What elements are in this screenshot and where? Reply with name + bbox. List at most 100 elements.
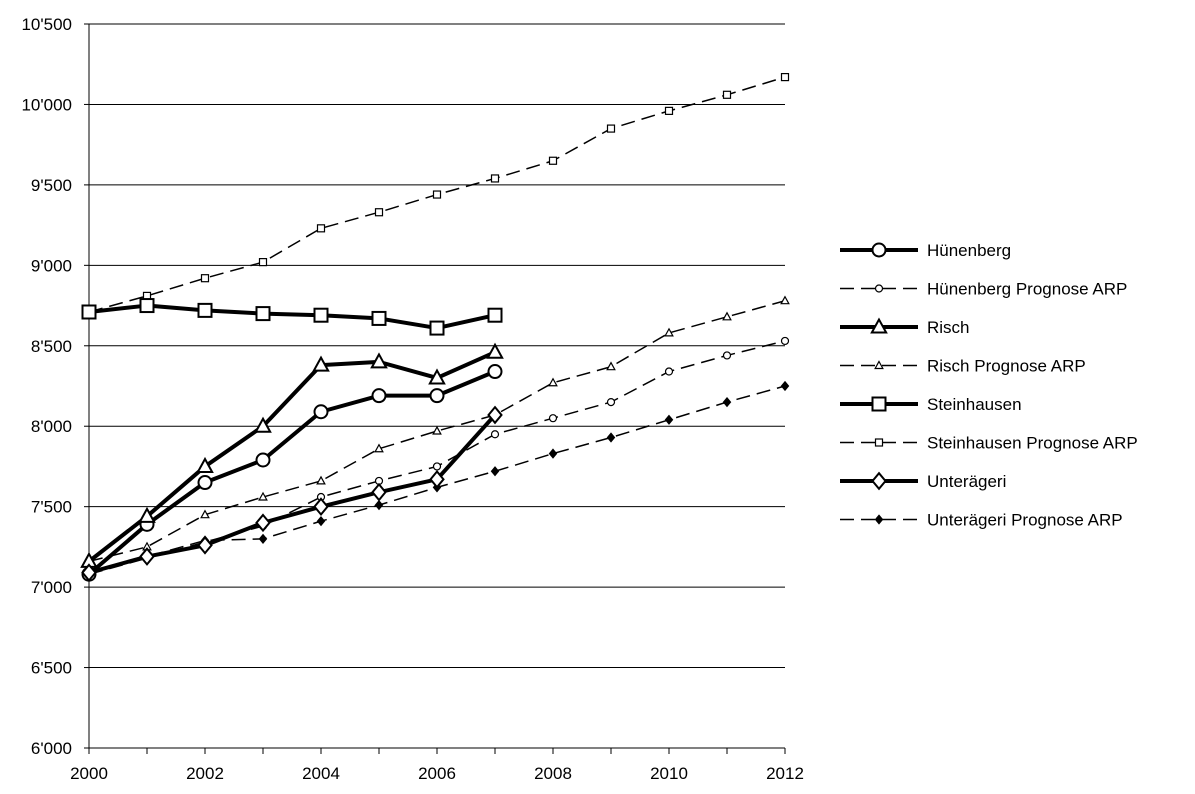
data-point — [197, 475, 213, 491]
y-tick-label: 9'000 — [31, 256, 72, 275]
axes — [84, 23, 786, 754]
y-tick-label: 6'500 — [31, 659, 72, 678]
data-point — [254, 416, 272, 433]
legend-label: Unterägeri — [927, 472, 1006, 491]
series-line — [88, 413, 497, 575]
legend-entry: Unterägeri — [840, 471, 1006, 491]
legend-entry: Steinhausen — [840, 395, 1022, 414]
data-point — [664, 327, 674, 337]
x-tick-label: 2010 — [650, 764, 688, 783]
series-4 — [84, 295, 790, 565]
data-point — [664, 414, 674, 425]
data-point — [490, 430, 500, 439]
data-point — [371, 388, 387, 404]
plot-area — [80, 72, 790, 582]
x-tick-label: 2008 — [534, 764, 572, 783]
data-point — [490, 466, 500, 477]
data-point — [780, 380, 790, 392]
data-point — [664, 367, 674, 376]
x-axis-tick-labels: 2000 2002 2004 2006 2008 2010 2012 — [70, 764, 804, 783]
data-point — [490, 174, 500, 183]
data-point — [313, 404, 329, 420]
data-point — [197, 302, 213, 318]
legend-entry: Hünenberg — [840, 241, 1011, 260]
data-point — [487, 307, 503, 323]
data-point — [81, 304, 97, 320]
data-point — [432, 190, 442, 199]
y-tick-label: 7'500 — [31, 498, 72, 517]
series-line — [88, 303, 496, 331]
legend: Hünenberg Hünenberg Prognose ARP Risch Risc… — [840, 241, 1138, 530]
data-point — [139, 547, 155, 566]
y-tick-label: 10'500 — [21, 15, 72, 34]
data-point — [258, 491, 268, 501]
data-point — [255, 306, 271, 322]
y-tick-label: 8'000 — [31, 417, 72, 436]
legend-entry: Hünenberg Prognose ARP — [840, 280, 1127, 299]
legend-marker — [874, 514, 884, 525]
data-point — [197, 535, 213, 555]
y-tick-label: 6'000 — [31, 739, 72, 758]
data-point — [200, 509, 210, 519]
data-point — [722, 351, 732, 360]
y-tick-label: 7'000 — [31, 578, 72, 597]
legend-entry: Risch — [840, 317, 970, 337]
legend-entry: Risch Prognose ARP — [840, 357, 1086, 376]
data-point — [432, 425, 442, 435]
legend-marker — [874, 284, 884, 293]
y-tick-label: 9'500 — [31, 176, 72, 195]
data-point — [258, 533, 268, 544]
data-point — [196, 456, 214, 473]
legend-marker — [870, 317, 888, 334]
legend-label: Risch Prognose ARP — [927, 357, 1086, 376]
legend-label: Risch — [927, 318, 970, 337]
data-point — [548, 448, 558, 459]
legend-marker — [874, 360, 884, 370]
series-5 — [81, 298, 503, 336]
data-point — [548, 156, 558, 165]
data-point — [429, 320, 445, 336]
data-point — [370, 352, 388, 369]
data-point — [429, 388, 445, 404]
series-line — [87, 350, 496, 563]
data-point — [139, 298, 155, 314]
y-tick-label: 8'500 — [31, 337, 72, 356]
x-tick-label: 2000 — [70, 764, 108, 783]
data-point — [780, 72, 790, 82]
y-tick-label: 10'000 — [21, 95, 72, 114]
data-point — [606, 432, 616, 443]
data-point — [374, 208, 384, 217]
y-axis-tick-labels: 6'000 6'500 7'000 7'500 8'000 8'500 9'000 9'500… — [21, 15, 72, 758]
data-point — [313, 497, 329, 517]
data-point — [138, 506, 156, 523]
gridlines — [89, 23, 785, 669]
data-point — [606, 124, 616, 133]
data-point — [316, 516, 326, 527]
data-point — [258, 258, 268, 267]
legend-marker — [871, 471, 887, 491]
data-point — [312, 355, 330, 372]
data-point — [548, 414, 558, 423]
legend-marker — [874, 438, 884, 447]
data-point — [255, 513, 271, 533]
data-point — [374, 499, 384, 511]
data-point — [487, 405, 503, 425]
data-point — [664, 106, 674, 115]
legend-entry: Steinhausen Prognose ARP — [840, 434, 1138, 453]
data-point — [722, 311, 732, 321]
legend-marker — [871, 396, 887, 412]
data-point — [429, 469, 445, 489]
data-point — [780, 336, 790, 346]
data-point — [255, 452, 271, 468]
x-tick-label: 2004 — [302, 764, 340, 783]
data-point — [316, 224, 326, 233]
data-point — [432, 462, 442, 471]
data-point — [428, 368, 446, 385]
data-point — [780, 295, 790, 305]
legend-label: Steinhausen — [927, 395, 1022, 414]
data-point — [371, 310, 387, 326]
legend-label: Hünenberg Prognose ARP — [927, 280, 1127, 299]
data-point — [316, 475, 326, 485]
series-1 — [81, 364, 503, 582]
